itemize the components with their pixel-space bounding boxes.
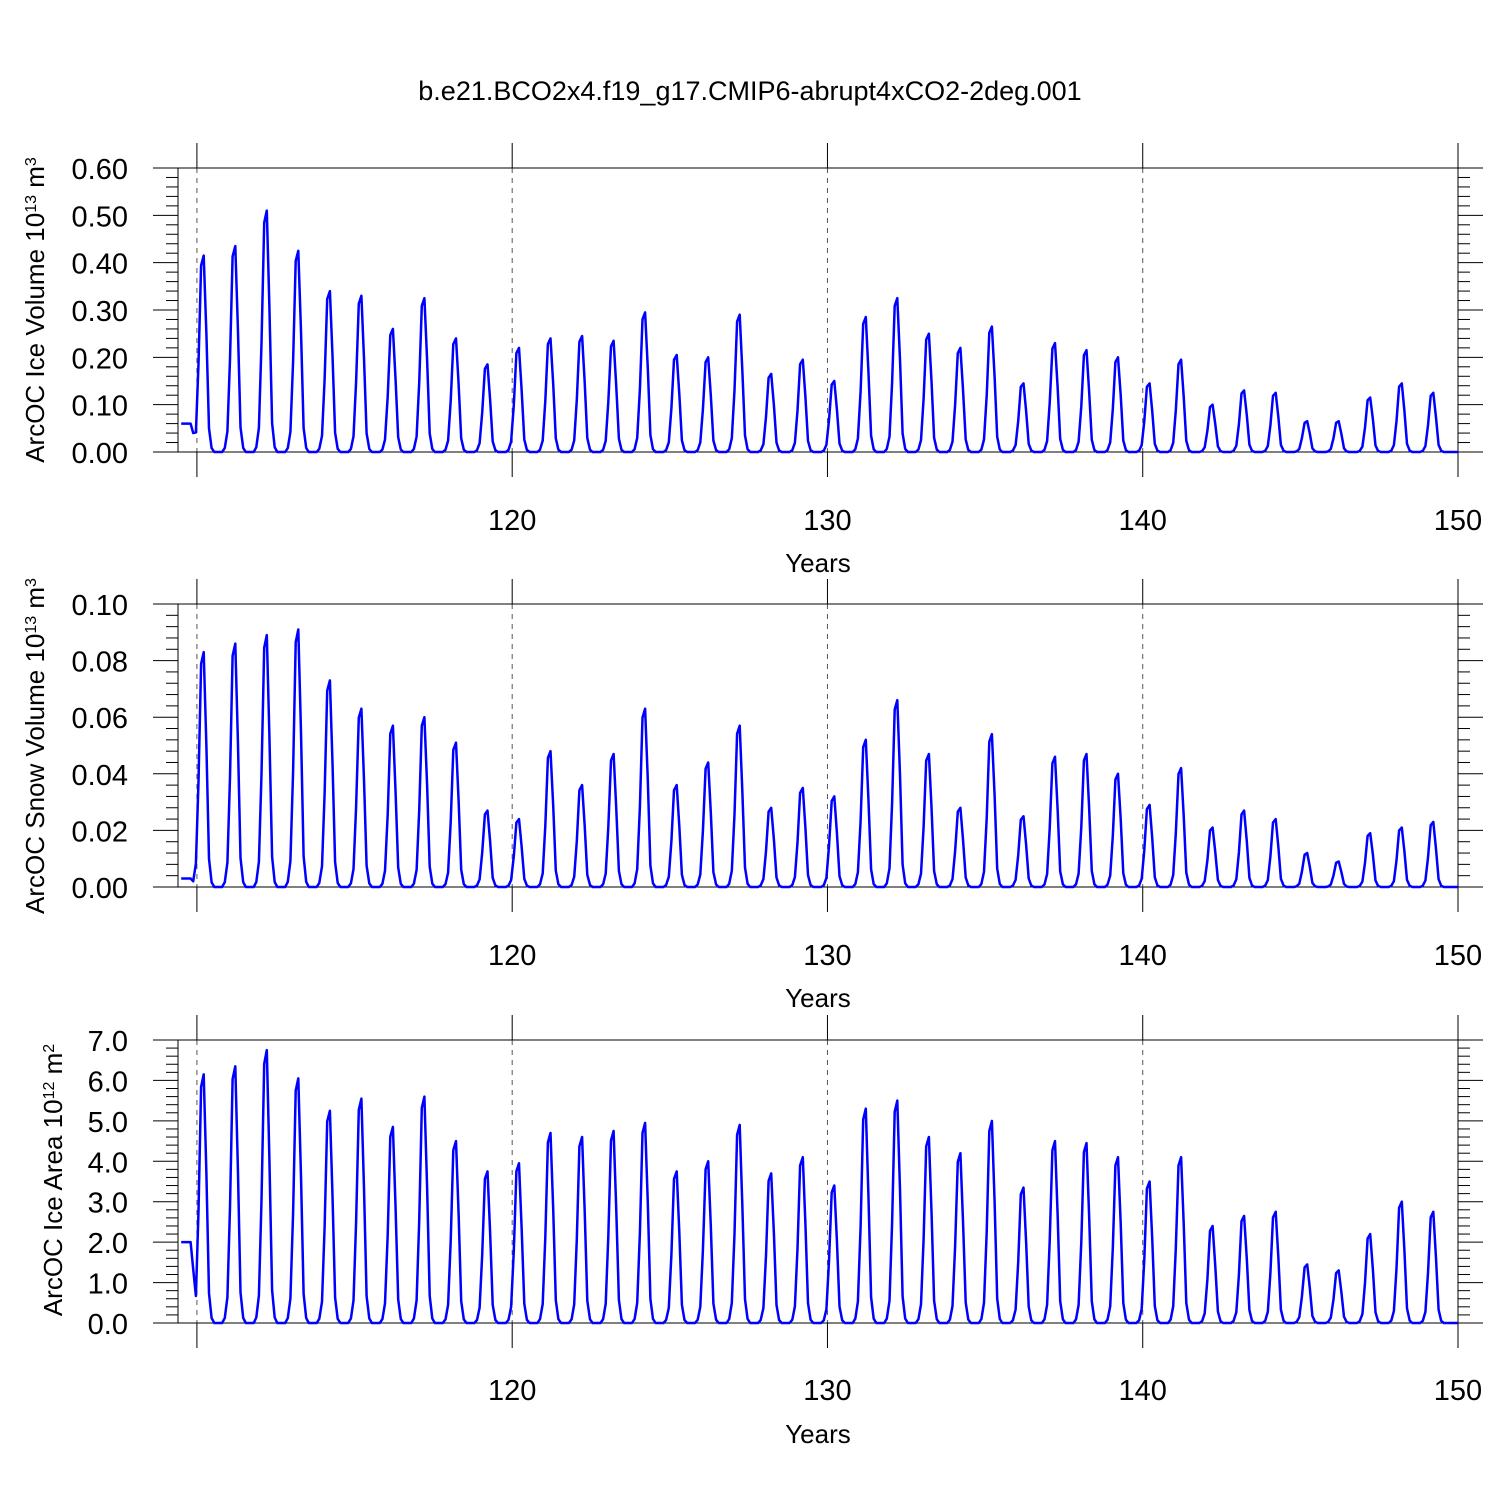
x-tick-label: 140 <box>1119 940 1167 972</box>
chart-title: b.e21.BCO2x4.f19_g17.CMIP6-abrupt4xCO2-2… <box>418 76 1081 106</box>
y-axis-label-unit-exponent: 2 <box>41 1044 58 1053</box>
y-tick-label: 0.40 <box>72 249 128 281</box>
x-tick-label: 140 <box>1119 505 1167 537</box>
y-tick-label: 7.0 <box>88 1026 128 1058</box>
x-tick-label: 130 <box>803 1375 851 1407</box>
x-tick-label: 130 <box>803 505 851 537</box>
y-axis-label-unit: m <box>20 166 50 195</box>
x-axis-label: Years <box>785 548 851 578</box>
y-tick-label: 0.02 <box>72 816 128 848</box>
x-tick-label: 140 <box>1119 1375 1167 1407</box>
y-tick-label: 0.60 <box>72 154 128 186</box>
series-line <box>181 628 1458 889</box>
y-tick-label: 0.00 <box>72 873 128 905</box>
y-tick-label: 2.0 <box>88 1228 128 1260</box>
y-axis-label-exponent: 13 <box>23 195 40 213</box>
y-tick-label: 0.06 <box>72 703 128 735</box>
series-line <box>181 209 1458 454</box>
x-tick-label: 150 <box>1434 1375 1482 1407</box>
x-tick-label: 120 <box>488 1375 536 1407</box>
plot-frame <box>177 167 1459 453</box>
series-line <box>181 1048 1458 1325</box>
y-tick-label: 0.30 <box>72 296 128 328</box>
y-axis-label-unit: m <box>20 587 50 616</box>
x-tick-label: 120 <box>488 940 536 972</box>
x-tick-label: 130 <box>803 940 851 972</box>
y-axis-label-unit-exponent: 3 <box>23 157 40 166</box>
x-axis-label: Years <box>785 1419 851 1449</box>
y-axis-label-unit: m <box>38 1053 68 1082</box>
y-tick-label: 0.10 <box>72 590 128 622</box>
x-tick-label: 120 <box>488 505 536 537</box>
y-tick-label: 4.0 <box>88 1147 128 1179</box>
y-axis-label: ArcOC Ice Area 1012 m2 <box>38 1044 68 1316</box>
y-axis-label-main: ArcOC Snow Volume 10 <box>20 634 50 914</box>
y-tick-label: 5.0 <box>88 1107 128 1139</box>
y-tick-label: 0.08 <box>72 647 128 679</box>
y-axis-label-exponent: 13 <box>23 616 40 634</box>
y-axis-label-main: ArcOC Ice Volume 10 <box>20 213 50 463</box>
ice-area-panel: ArcOC Ice Area 1012 m2 Years 0.0 1.0 2.0 3.… <box>38 1015 1483 1449</box>
y-tick-label: 0.00 <box>72 438 128 470</box>
y-tick-label: 0.04 <box>72 760 128 792</box>
y-axis-label-main: ArcOC Ice Area 10 <box>38 1099 68 1316</box>
y-tick-label: 0.10 <box>72 391 128 423</box>
x-tick-label: 150 <box>1434 505 1482 537</box>
x-tick-label: 150 <box>1434 940 1482 972</box>
y-tick-label: 3.0 <box>88 1188 128 1220</box>
y-tick-label: 0.20 <box>72 343 128 375</box>
y-tick-label: 0.50 <box>72 201 128 233</box>
y-tick-label: 6.0 <box>88 1066 128 1098</box>
plot-frame <box>177 1039 1459 1324</box>
y-axis-label: ArcOC Snow Volume 1013 m3 <box>20 578 50 914</box>
y-axis-label-exponent: 12 <box>41 1082 58 1100</box>
x-axis-label: Years <box>785 983 851 1013</box>
plot-frame <box>177 603 1459 888</box>
y-tick-label: 1.0 <box>88 1269 128 1301</box>
snow-volume-panel: ArcOC Snow Volume 1013 m3 Years 0.00 0.02… <box>20 578 1483 1013</box>
y-tick-label: 0.0 <box>88 1309 128 1341</box>
y-axis-label-unit-exponent: 3 <box>23 578 40 587</box>
ice-volume-panel: ArcOC Ice Volume 1013 m3 Years 0.00 0.10 0… <box>20 143 1483 578</box>
y-axis-label: ArcOC Ice Volume 1013 m3 <box>20 157 50 463</box>
